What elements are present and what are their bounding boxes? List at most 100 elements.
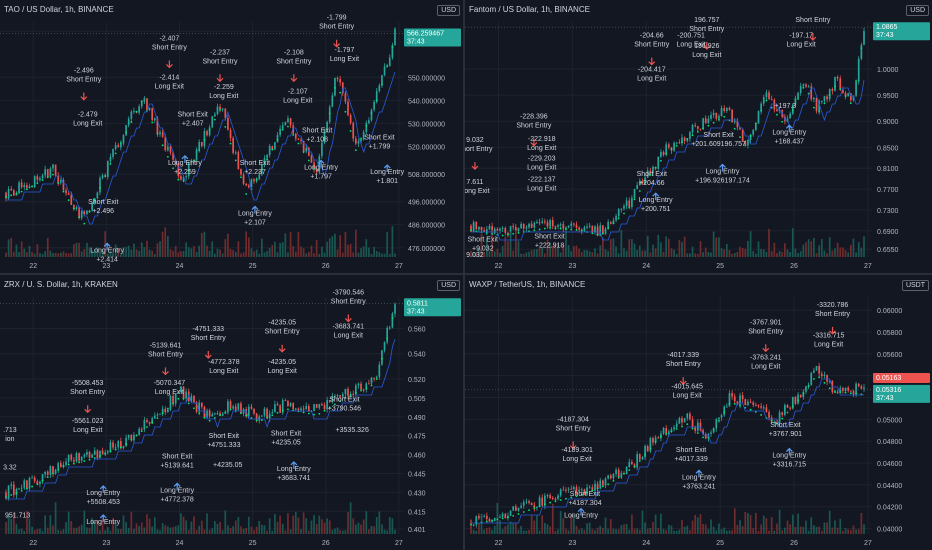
signal-dot xyxy=(46,176,49,178)
candle-body xyxy=(530,502,533,505)
signal-dot xyxy=(177,397,180,400)
volume-bar xyxy=(488,250,491,257)
chart-svg-tao[interactable]: 476.000000486.000000496.000000508.000000… xyxy=(0,0,463,273)
volume-bar xyxy=(86,242,88,257)
currency-button[interactable]: USDT xyxy=(901,280,929,291)
volume-bar xyxy=(781,252,784,257)
chart-svg-zrx[interactable]: 0.4010.4150.4300.4450.4600.4750.4900.505… xyxy=(0,275,463,550)
signal-dot xyxy=(323,137,326,140)
signal-dot xyxy=(41,479,44,482)
candle-body xyxy=(375,91,378,102)
candle-body xyxy=(253,179,255,182)
panel-waxp[interactable]: 0.04000 0.04200 0.04400 0.04600 0.04800 0.050… xyxy=(465,275,932,550)
candle-body xyxy=(530,223,533,228)
volume-bar xyxy=(559,252,562,257)
signal-dot xyxy=(245,193,248,195)
signal-dot xyxy=(517,513,520,515)
signal-dot xyxy=(135,434,138,437)
trade-label: -3763.241 xyxy=(750,354,782,361)
volume-bar xyxy=(565,528,567,534)
candle-body xyxy=(863,387,865,389)
candle-body xyxy=(54,164,57,176)
currency-button[interactable]: USD xyxy=(437,5,460,16)
currency-button[interactable]: USD xyxy=(437,280,460,291)
volume-bar xyxy=(525,252,528,257)
candle-body xyxy=(770,99,773,101)
volume-bar xyxy=(365,511,368,534)
volume-bar xyxy=(578,248,580,257)
candle-body xyxy=(583,489,586,495)
signal-dot xyxy=(213,118,216,121)
volume-bar xyxy=(699,514,702,534)
signal-dot xyxy=(823,102,826,105)
trade-label: +204.66 xyxy=(639,180,665,187)
volume-bar xyxy=(733,508,736,534)
signal-dot xyxy=(501,234,504,237)
currency-button[interactable]: USD xyxy=(906,5,929,16)
trade-label: Short Entry xyxy=(152,44,188,51)
panel-ftm[interactable]: 0.6550 0.6900 0.7300 0.7700 0.8100 0.8500 0.90… xyxy=(465,0,932,273)
candle-body xyxy=(49,168,52,178)
signal-dot xyxy=(470,229,472,232)
panel-zrx[interactable]: 0.401 0.415 0.430 0.445 0.460 0.475 0.490 0.505… xyxy=(0,275,463,550)
volume-bar xyxy=(715,530,718,534)
signal-dot xyxy=(386,65,389,67)
candle-body xyxy=(67,193,70,195)
candle-body xyxy=(12,484,15,496)
volume-bar xyxy=(591,529,594,534)
candle-body xyxy=(533,222,536,228)
volume-bar xyxy=(683,236,686,257)
candle-body xyxy=(279,405,281,413)
candle-body xyxy=(578,227,580,230)
candle-body xyxy=(720,108,723,117)
trade-label: Long Entry xyxy=(160,487,194,494)
candle-body xyxy=(138,106,140,113)
volume-bar xyxy=(7,514,10,534)
y-tick-label: 0.505 xyxy=(408,396,426,403)
trade-label: Short Exit xyxy=(703,132,733,139)
volume-bar xyxy=(151,250,154,257)
signal-dot xyxy=(538,505,541,508)
volume-bar xyxy=(20,241,23,257)
signal-dot xyxy=(665,152,668,155)
volume-bar xyxy=(109,530,112,534)
panel-tao[interactable]: 476.000000 486.000000 496.000000 508.000000… xyxy=(0,0,463,273)
chart-svg-waxp[interactable]: 0.040000.042000.044000.046000.048000.050… xyxy=(465,275,932,550)
candle-body xyxy=(117,145,120,148)
volume-bar xyxy=(221,530,224,534)
signal-dot xyxy=(828,94,831,96)
trailing-stop-line xyxy=(471,378,864,524)
signal-dot xyxy=(538,228,541,231)
signal-dot xyxy=(114,152,117,155)
y-tick-label: 0.04200 xyxy=(877,505,902,512)
trade-label: Short Entry xyxy=(70,389,106,396)
volume-bar xyxy=(172,527,174,534)
volume-bar xyxy=(470,250,472,257)
candle-body xyxy=(300,139,302,141)
signal-dot xyxy=(828,387,831,390)
price-tag-value: 0.5811 xyxy=(407,300,428,307)
candle-body xyxy=(23,185,26,188)
volume-bar xyxy=(514,522,517,534)
candle-body xyxy=(818,101,821,112)
volume-bar xyxy=(78,242,80,257)
price-tag-value: 0.05316 xyxy=(876,387,901,394)
trade-label: -1.799 xyxy=(327,15,347,22)
x-tick-label: 27 xyxy=(864,263,872,270)
volume-bar xyxy=(660,242,662,257)
candle-body xyxy=(736,120,739,128)
signal-dot xyxy=(334,87,336,89)
volume-bar xyxy=(797,253,799,257)
candle-body xyxy=(857,58,860,82)
signal-dot xyxy=(360,389,362,392)
volume-bar xyxy=(836,242,839,257)
trade-label: Long Exit xyxy=(751,363,780,370)
chart-svg-ftm[interactable]: 0.65500.69000.73000.77000.81000.85000.90… xyxy=(465,0,932,273)
trade-label: Short Exit xyxy=(240,160,270,167)
volume-bar xyxy=(159,530,161,534)
volume-bar xyxy=(10,237,13,257)
volume-bar xyxy=(67,253,70,257)
volume-bar xyxy=(485,238,488,257)
volume-bar xyxy=(718,523,720,534)
volume-bar xyxy=(258,253,261,257)
